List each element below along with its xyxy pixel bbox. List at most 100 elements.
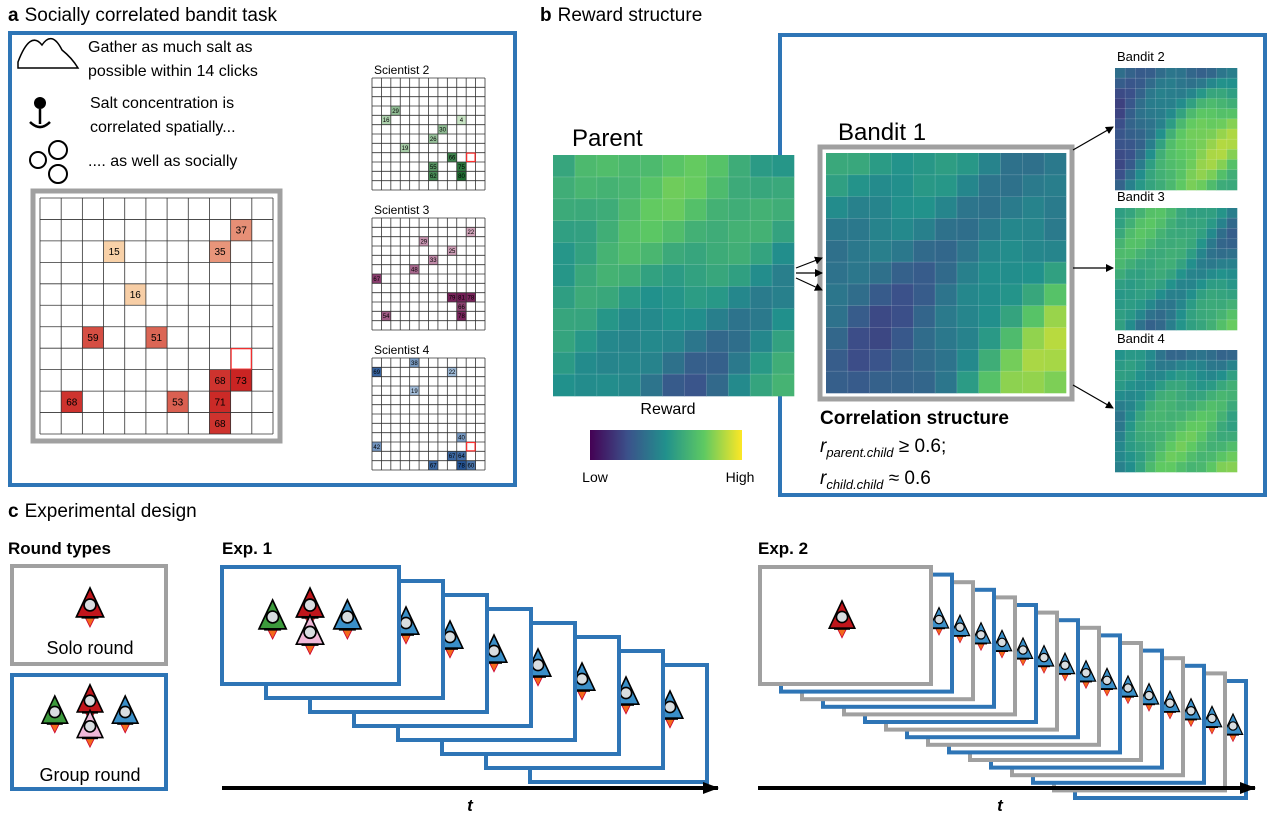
child-cell bbox=[1216, 431, 1228, 442]
parent-cell bbox=[640, 198, 663, 222]
bandit-1-cell bbox=[891, 371, 914, 394]
parent-cell bbox=[750, 330, 773, 353]
bandit-1-cell bbox=[1022, 305, 1045, 328]
rocket-window bbox=[83, 720, 97, 733]
child-cell bbox=[1196, 129, 1207, 140]
child-cell bbox=[1186, 159, 1197, 170]
rocket bbox=[1159, 689, 1181, 720]
cell-value: 22 bbox=[449, 370, 456, 376]
parent-cell bbox=[596, 308, 620, 331]
child-cell bbox=[1176, 350, 1187, 361]
child-cell bbox=[1125, 129, 1136, 140]
bandit-1-cell bbox=[1044, 153, 1067, 176]
child-cell bbox=[1135, 360, 1146, 371]
correlation-formula: rchild.child ≈ 0.6 bbox=[820, 468, 931, 492]
grid-cell bbox=[456, 451, 467, 461]
bandit-1-cell bbox=[913, 174, 936, 197]
child-cell bbox=[1115, 108, 1126, 120]
child-cell bbox=[1145, 411, 1156, 422]
formula-symbol: r bbox=[820, 468, 827, 489]
child-cell bbox=[1196, 228, 1207, 239]
grid-cell bbox=[466, 227, 476, 237]
bandit-1-cell bbox=[869, 196, 892, 219]
parent-cell bbox=[618, 374, 641, 397]
child-cell bbox=[1196, 289, 1207, 300]
cell-value: 25 bbox=[449, 249, 456, 255]
child-cell bbox=[1176, 400, 1187, 412]
parent-cell bbox=[706, 286, 729, 309]
child-cell bbox=[1196, 208, 1207, 219]
rocket-window bbox=[619, 686, 633, 700]
child-cell bbox=[1226, 461, 1238, 473]
child-cell bbox=[1115, 269, 1126, 280]
exp2-label: Exp. 2 bbox=[758, 539, 808, 558]
grid-cell bbox=[456, 460, 467, 470]
grid-cell bbox=[82, 326, 104, 349]
child-cell bbox=[1176, 360, 1187, 371]
child-cell bbox=[1176, 390, 1187, 402]
parent-cell bbox=[574, 374, 598, 397]
bandit-1-cell bbox=[891, 349, 914, 372]
child-cell bbox=[1145, 309, 1156, 321]
child-cell bbox=[1125, 118, 1136, 130]
child-cell bbox=[1216, 248, 1228, 260]
child-cell bbox=[1115, 159, 1126, 170]
cell-value: 54 bbox=[383, 314, 390, 320]
child-cell bbox=[1125, 218, 1136, 229]
child-cell bbox=[1165, 370, 1177, 381]
low-label: Low bbox=[582, 469, 609, 485]
parent-cell bbox=[684, 330, 707, 353]
bandit-1-cell bbox=[847, 327, 870, 350]
child-cell bbox=[1145, 360, 1156, 371]
parent-cell bbox=[684, 286, 707, 309]
child-cell bbox=[1206, 411, 1217, 422]
parent-cell bbox=[728, 242, 751, 265]
child-cell bbox=[1226, 370, 1238, 381]
rocket-window bbox=[997, 637, 1007, 648]
parent-cell bbox=[574, 155, 598, 178]
child-cell bbox=[1115, 319, 1126, 331]
child-cell bbox=[1196, 279, 1207, 290]
child-cell bbox=[1135, 238, 1146, 249]
bandit-1-cell bbox=[847, 283, 870, 307]
bandit-1-cell bbox=[847, 153, 870, 176]
bandit-1-cell bbox=[1022, 240, 1045, 263]
bandit-1-cell bbox=[956, 327, 980, 350]
child-cell bbox=[1165, 139, 1177, 150]
rocket bbox=[827, 599, 857, 639]
parent-cell bbox=[772, 330, 795, 353]
bandit-1-cell bbox=[1022, 196, 1045, 219]
child-cell bbox=[1165, 88, 1177, 99]
child-cell bbox=[1186, 129, 1197, 140]
child-cell bbox=[1186, 461, 1197, 473]
round-types-label: Round types bbox=[8, 539, 111, 558]
cell-value: 78 bbox=[458, 463, 465, 469]
parent-cell bbox=[596, 330, 620, 353]
rocket-window bbox=[487, 644, 501, 658]
parent-cell bbox=[684, 198, 707, 222]
parent-cell bbox=[618, 155, 641, 178]
child-cell bbox=[1226, 169, 1238, 181]
cell-value: 35 bbox=[214, 247, 226, 258]
selected-cell bbox=[230, 348, 252, 370]
child-cell bbox=[1206, 269, 1217, 280]
child-cell bbox=[1155, 78, 1167, 89]
child-cell bbox=[1216, 218, 1228, 229]
panel-heading: a Socially correlated bandit task bbox=[8, 5, 277, 26]
rocket-base bbox=[1017, 657, 1029, 660]
rocket bbox=[1180, 697, 1202, 728]
child-cell bbox=[1165, 108, 1177, 120]
bandit-1-cell bbox=[978, 305, 1001, 328]
child-cell bbox=[1165, 179, 1177, 191]
child-cell bbox=[1125, 289, 1136, 300]
parent-cell bbox=[728, 198, 751, 222]
cell-value: 15 bbox=[109, 247, 121, 258]
parent-cell bbox=[750, 198, 773, 222]
parent-cell bbox=[618, 264, 641, 287]
child-cell bbox=[1125, 380, 1136, 391]
child-cell bbox=[1206, 451, 1217, 463]
child-cell bbox=[1115, 299, 1126, 310]
child-cell bbox=[1206, 68, 1217, 79]
high-label: High bbox=[726, 469, 755, 485]
child-cell bbox=[1216, 411, 1228, 422]
